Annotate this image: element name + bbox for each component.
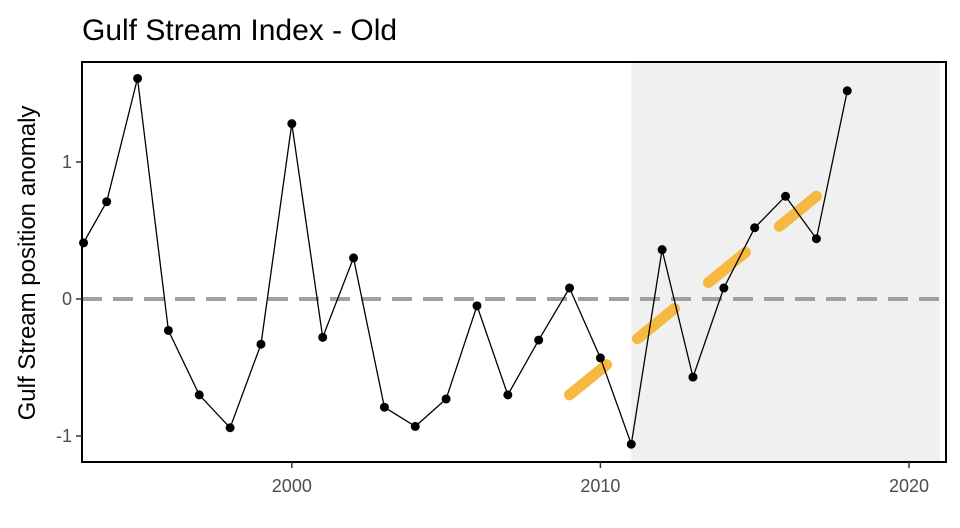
data-point (163, 325, 173, 335)
y-tick-label: 0 (62, 289, 72, 309)
chart-title: Gulf Stream Index - Old (82, 14, 397, 47)
data-point (595, 353, 605, 363)
data-point (225, 423, 235, 433)
data-point (781, 191, 791, 201)
data-point (349, 253, 359, 263)
y-tick-label: 1 (62, 152, 72, 172)
data-point (472, 301, 482, 311)
trend-segment-1 (564, 359, 613, 401)
data-point (133, 73, 143, 83)
y-axis-label: Gulf Stream position anomaly (14, 106, 41, 421)
data-point (256, 339, 266, 349)
data-point (410, 421, 420, 431)
x-tick-label: 2020 (889, 476, 929, 496)
data-point (534, 335, 544, 345)
data-point (194, 390, 204, 400)
trend-segments (564, 190, 822, 401)
shaded-region (631, 63, 940, 461)
y-tick-label: -1 (56, 426, 72, 446)
trend-segment-4 (773, 190, 822, 232)
data-point (842, 86, 852, 96)
plot-frame (81, 61, 947, 463)
x-tick-label: 2010 (580, 476, 620, 496)
data-point (750, 223, 760, 233)
data-point (657, 245, 667, 255)
data-point (565, 283, 575, 293)
data-point (379, 402, 389, 412)
data-point (688, 372, 698, 382)
data-point (441, 394, 451, 404)
data-point (102, 197, 112, 207)
y-axis: -1 0 1 (56, 152, 82, 446)
x-tick-label: 2000 (272, 476, 312, 496)
x-axis: 2000 2010 2020 (272, 462, 929, 496)
data-points (79, 73, 852, 449)
data-point (287, 119, 297, 129)
series-line (82, 78, 848, 445)
data-point (811, 234, 821, 244)
data-point (503, 390, 513, 400)
trend-segment-2 (631, 303, 680, 345)
data-point (79, 238, 89, 248)
data-point (318, 332, 328, 342)
data-point (626, 439, 636, 449)
data-point (719, 283, 729, 293)
